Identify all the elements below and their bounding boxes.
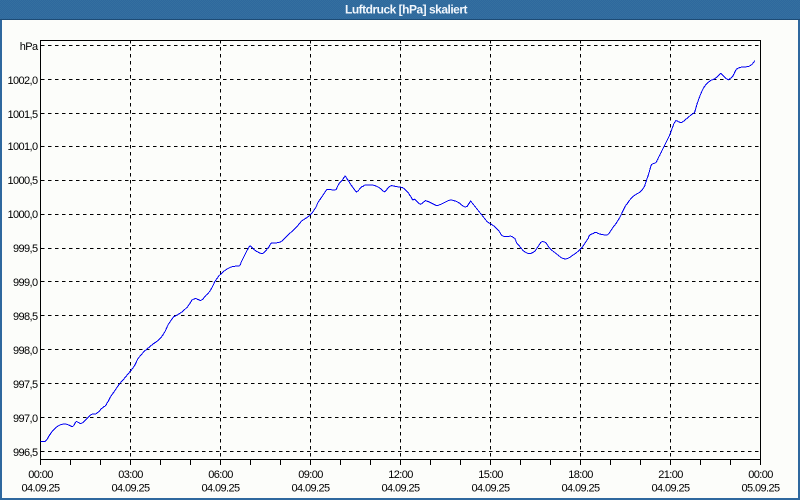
svg-text:999,5: 999,5	[13, 243, 38, 255]
svg-text:04.09.25: 04.09.25	[201, 483, 240, 495]
svg-text:04.09.25: 04.09.25	[21, 483, 60, 495]
svg-text:1001,0: 1001,0	[7, 141, 38, 153]
svg-text:998,0: 998,0	[13, 345, 38, 357]
svg-text:04.09.25: 04.09.25	[471, 483, 510, 495]
svg-text:998,5: 998,5	[13, 311, 38, 323]
svg-text:00:00: 00:00	[28, 469, 53, 481]
svg-text:15:00: 15:00	[478, 469, 503, 481]
svg-text:03:00: 03:00	[118, 469, 143, 481]
svg-text:997,0: 997,0	[13, 413, 38, 425]
svg-text:04.09.25: 04.09.25	[651, 483, 690, 495]
svg-text:05.09.25: 05.09.25	[741, 483, 780, 495]
svg-text:09:00: 09:00	[298, 469, 323, 481]
svg-text:1000,0: 1000,0	[7, 209, 38, 221]
svg-text:04.09.25: 04.09.25	[561, 483, 600, 495]
svg-text:12:00: 12:00	[388, 469, 413, 481]
svg-text:21:00: 21:00	[658, 469, 683, 481]
svg-text:996,5: 996,5	[13, 447, 38, 459]
svg-text:00:00: 00:00	[748, 469, 773, 481]
svg-text:18:00: 18:00	[568, 469, 593, 481]
svg-text:1002,0: 1002,0	[7, 75, 38, 87]
svg-text:997,5: 997,5	[13, 379, 38, 391]
svg-text:999,0: 999,0	[13, 277, 38, 289]
svg-text:1001,5: 1001,5	[7, 109, 38, 121]
svg-text:Luftdruck [hPa] skaliert: Luftdruck [hPa] skaliert	[345, 3, 468, 17]
svg-text:hPa: hPa	[20, 41, 39, 53]
svg-text:06:00: 06:00	[208, 469, 233, 481]
svg-text:04.09.25: 04.09.25	[291, 483, 330, 495]
svg-text:04.09.25: 04.09.25	[381, 483, 420, 495]
svg-text:04.09.25: 04.09.25	[111, 483, 150, 495]
svg-text:1000,5: 1000,5	[7, 175, 38, 187]
